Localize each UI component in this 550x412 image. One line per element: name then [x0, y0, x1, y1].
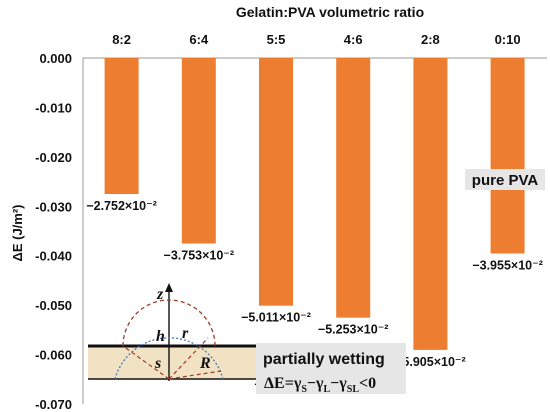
y-tick-label: 0.000 — [39, 51, 72, 66]
inset-s-label: s — [154, 355, 161, 372]
y-tick-label: -0.040 — [35, 249, 72, 264]
inset-h-label: h — [156, 328, 165, 345]
radius-left — [122, 345, 170, 380]
y-tick-label: -0.030 — [35, 199, 72, 214]
wetting-box — [256, 343, 406, 394]
value-label: −5.253×10⁻² — [318, 323, 389, 337]
bars — [104, 58, 525, 350]
bar — [181, 58, 216, 244]
z-arrow-head — [165, 283, 173, 292]
inset-r-label: r — [182, 325, 189, 342]
value-label: −5.011×10⁻² — [241, 311, 311, 325]
inset-z-label: z — [156, 286, 164, 303]
bar — [490, 58, 525, 254]
y-tick-labels: 0.000 -0.010 -0.020 -0.030 -0.040 -0.050 -0.06… — [35, 51, 72, 412]
value-label: −3.753×10⁻² — [164, 249, 235, 263]
dashed-circle-top — [122, 299, 216, 347]
y-tick-label: -0.070 — [35, 397, 72, 412]
y-tick-label: -0.050 — [35, 298, 72, 313]
x-tick-label: 2:8 — [421, 32, 440, 47]
x-tick-label: 8:2 — [112, 32, 131, 47]
radius-r — [168, 337, 209, 380]
bar — [104, 58, 139, 195]
y-axis-label: ΔE (J/m²) — [10, 204, 25, 261]
equation-label: ΔE=γS−γL−γSL<0 — [264, 375, 376, 395]
x-tick-label: 5:5 — [267, 32, 286, 47]
chart-title: Gelatin:PVA volumetric ratio — [236, 4, 424, 20]
y-tick-label: -0.020 — [35, 150, 72, 165]
bar — [413, 58, 448, 350]
bar — [259, 58, 293, 306]
wetting-inset: z h r s R x — [88, 283, 274, 389]
x-tick-label: 4:6 — [344, 32, 363, 47]
value-labels: −2.752×10⁻² −3.753×10⁻² −5.011×10⁻² −5.253×… — [86, 199, 543, 369]
dotted-circle-bottom — [114, 337, 224, 380]
inset-R-label: R — [199, 355, 211, 372]
value-label: −2.752×10⁻² — [86, 199, 157, 213]
radius-R — [168, 370, 222, 380]
substrate-fill — [88, 346, 266, 379]
y-tick-label: -0.010 — [35, 100, 72, 115]
x-tick-label: 0:10 — [495, 32, 521, 47]
value-label: −3.955×10⁻² — [472, 258, 543, 272]
x-tick-labels: 8:2 6:4 5:5 4:6 2:8 0:10 — [112, 32, 520, 47]
pure-pva-box — [465, 169, 545, 190]
value-label: −5.905×10⁻² — [395, 355, 466, 369]
pure-pva-label: pure PVA — [472, 172, 539, 189]
y-tick-label: -0.060 — [35, 348, 72, 363]
partially-wetting-label: partially wetting — [263, 351, 385, 368]
bar — [336, 58, 371, 318]
x-tick-label: 6:4 — [189, 32, 209, 47]
